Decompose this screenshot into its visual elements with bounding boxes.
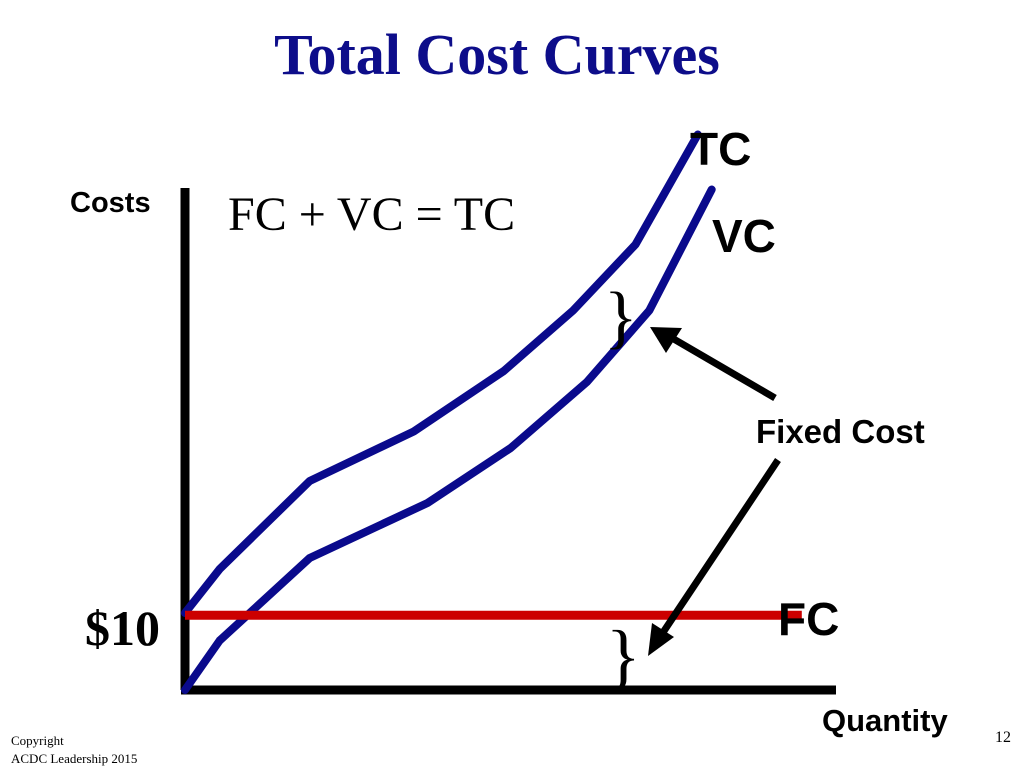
series-line-vc (181, 185, 716, 694)
series-label-fc: FC (778, 593, 839, 645)
arrow-upper (650, 327, 777, 402)
series-label-tc: TC (690, 123, 751, 175)
equation-label: FC + VC = TC (228, 188, 515, 241)
arrow-lower (648, 458, 781, 656)
slide-title: Total Cost Curves (274, 22, 720, 87)
brace-lower: } (606, 616, 641, 696)
copyright-line-1: Copyright (11, 733, 64, 748)
fixed-cost-annotation: Fixed Cost (756, 413, 925, 450)
brace-upper: } (604, 279, 638, 356)
series-label-vc: VC (712, 210, 776, 262)
series-line-tc (181, 130, 702, 617)
y-axis-label: Costs (70, 187, 151, 219)
page-number: 12 (995, 729, 1011, 746)
copyright-line-2: ACDC Leadership 2015 (11, 751, 137, 766)
x-axis-label: Quantity (822, 703, 948, 738)
y-tick-label-fc: $10 (85, 600, 160, 656)
